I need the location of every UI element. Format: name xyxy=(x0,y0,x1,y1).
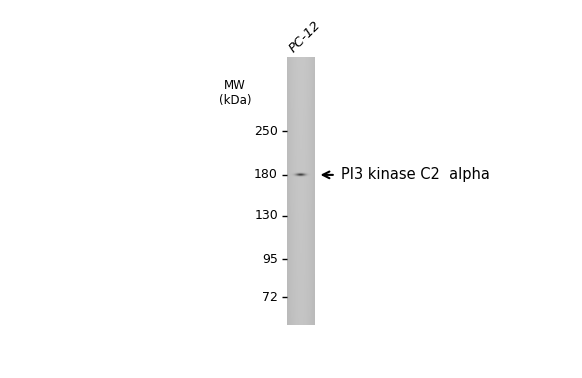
Text: 250: 250 xyxy=(254,125,278,138)
Text: 95: 95 xyxy=(262,253,278,266)
Text: 130: 130 xyxy=(254,209,278,222)
Text: 72: 72 xyxy=(262,291,278,304)
Text: PC-12: PC-12 xyxy=(287,19,324,56)
Text: MW
(kDa): MW (kDa) xyxy=(219,79,251,107)
Text: PI3 kinase C2  alpha: PI3 kinase C2 alpha xyxy=(341,167,490,182)
Text: 180: 180 xyxy=(254,168,278,181)
